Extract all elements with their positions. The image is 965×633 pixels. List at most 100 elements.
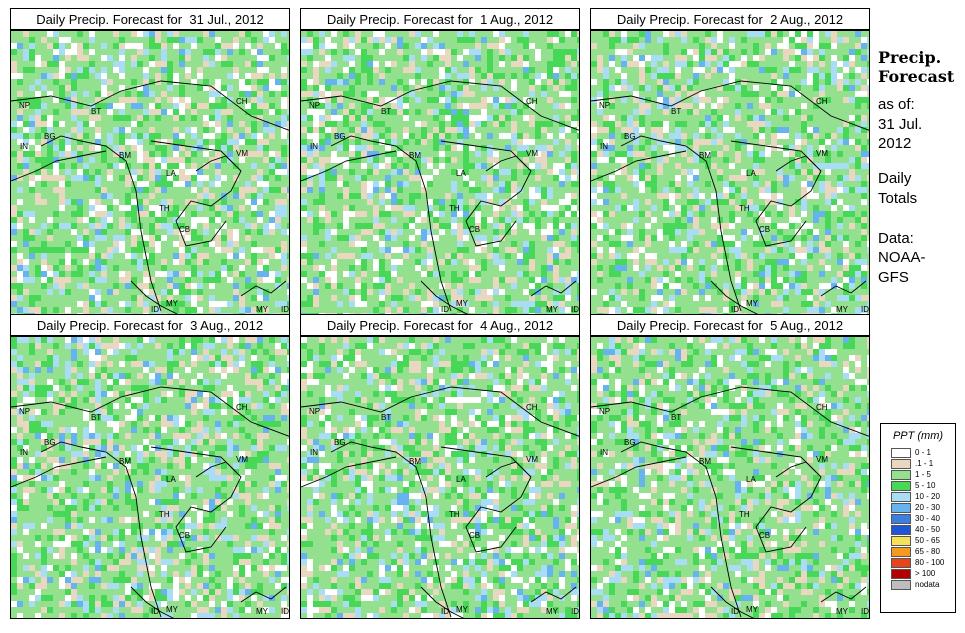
precip-cell	[107, 193, 113, 199]
precip-cell	[373, 199, 379, 205]
precip-cell	[379, 109, 385, 115]
precip-cell	[705, 67, 711, 73]
precip-cell	[367, 169, 373, 175]
precip-cell	[59, 295, 65, 301]
precip-cell	[445, 169, 451, 175]
precip-cell	[281, 265, 287, 271]
precip-cell	[197, 103, 203, 109]
precip-cell	[209, 85, 215, 91]
precip-cell	[547, 61, 553, 67]
precip-cell	[269, 235, 275, 241]
precip-cell	[361, 229, 367, 235]
precip-cell	[173, 55, 179, 61]
precip-cell	[565, 127, 571, 133]
precip-cell	[499, 169, 505, 175]
precip-cell	[433, 121, 439, 127]
precip-cell	[445, 97, 451, 103]
precip-cell	[137, 157, 143, 163]
precip-cell	[275, 85, 281, 91]
precip-cell	[463, 199, 469, 205]
precip-cell	[95, 295, 101, 301]
border-line	[195, 155, 237, 172]
precip-cell	[301, 61, 307, 67]
precip-cell	[427, 103, 433, 109]
precip-cell	[475, 169, 481, 175]
precip-cell	[251, 49, 257, 55]
precip-cell	[53, 301, 59, 307]
precip-cell	[457, 199, 463, 205]
precip-cell	[275, 199, 281, 205]
precip-cell	[409, 193, 415, 199]
precip-cell	[385, 127, 391, 133]
precip-cell	[331, 139, 337, 145]
precip-cell	[735, 67, 741, 73]
precip-cell	[663, 73, 669, 79]
precip-cell	[83, 193, 89, 199]
precip-cell	[245, 211, 251, 217]
precip-cell	[457, 109, 463, 115]
precip-cell	[535, 253, 541, 259]
precip-cell	[239, 217, 245, 223]
precip-cell	[41, 169, 47, 175]
precip-cell	[409, 55, 415, 61]
precip-cell	[427, 55, 433, 61]
precip-cell	[119, 151, 125, 157]
precip-cell	[167, 271, 173, 277]
precip-cell	[47, 277, 53, 283]
precip-cell	[167, 85, 173, 91]
precip-cell	[197, 289, 203, 295]
precip-cell	[523, 49, 529, 55]
precip-cell	[565, 241, 571, 247]
precip-cell	[493, 193, 499, 199]
precip-cell	[747, 55, 753, 61]
precip-cell	[275, 37, 281, 43]
precip-cell	[185, 61, 191, 67]
precip-cell	[35, 283, 41, 289]
precip-cell	[227, 61, 233, 67]
precip-cell	[529, 289, 535, 295]
precip-cell	[209, 133, 215, 139]
precip-cell	[837, 49, 843, 55]
precip-cell	[203, 61, 209, 67]
precip-cell	[263, 115, 269, 121]
precip-cell	[71, 169, 77, 175]
precip-cell	[831, 37, 837, 43]
precip-cell	[451, 43, 457, 49]
precip-cell	[137, 67, 143, 73]
precip-cell	[263, 91, 269, 97]
precip-cell	[415, 223, 421, 229]
precip-cell	[445, 253, 451, 259]
precip-cell	[571, 235, 577, 241]
precip-cell	[307, 277, 313, 283]
precip-cell	[11, 43, 17, 49]
precip-cell	[313, 157, 319, 163]
precip-cell	[269, 97, 275, 103]
precip-cell	[185, 295, 191, 301]
precip-cell	[167, 301, 173, 307]
precip-cell	[343, 37, 349, 43]
precip-cell	[343, 211, 349, 217]
precip-cell	[535, 49, 541, 55]
precip-cell	[367, 163, 373, 169]
precip-cell	[89, 295, 95, 301]
precip-cell	[475, 283, 481, 289]
precip-cell	[107, 55, 113, 61]
precip-cell	[275, 277, 281, 283]
precip-cell	[565, 73, 571, 79]
precip-cell	[451, 97, 457, 103]
precip-cell	[23, 103, 29, 109]
precip-cell	[281, 49, 287, 55]
precip-cell	[227, 283, 233, 289]
precip-cell	[251, 235, 257, 241]
precip-cell	[325, 241, 331, 247]
precip-cell	[409, 307, 415, 313]
precip-cell	[301, 199, 307, 205]
precip-cell	[119, 169, 125, 175]
precip-cell	[355, 259, 361, 265]
precip-cell	[591, 55, 597, 61]
precip-cell	[325, 157, 331, 163]
precip-cell	[343, 163, 349, 169]
precip-cell	[529, 103, 535, 109]
precip-cell	[11, 145, 17, 151]
precip-cell	[209, 187, 215, 193]
